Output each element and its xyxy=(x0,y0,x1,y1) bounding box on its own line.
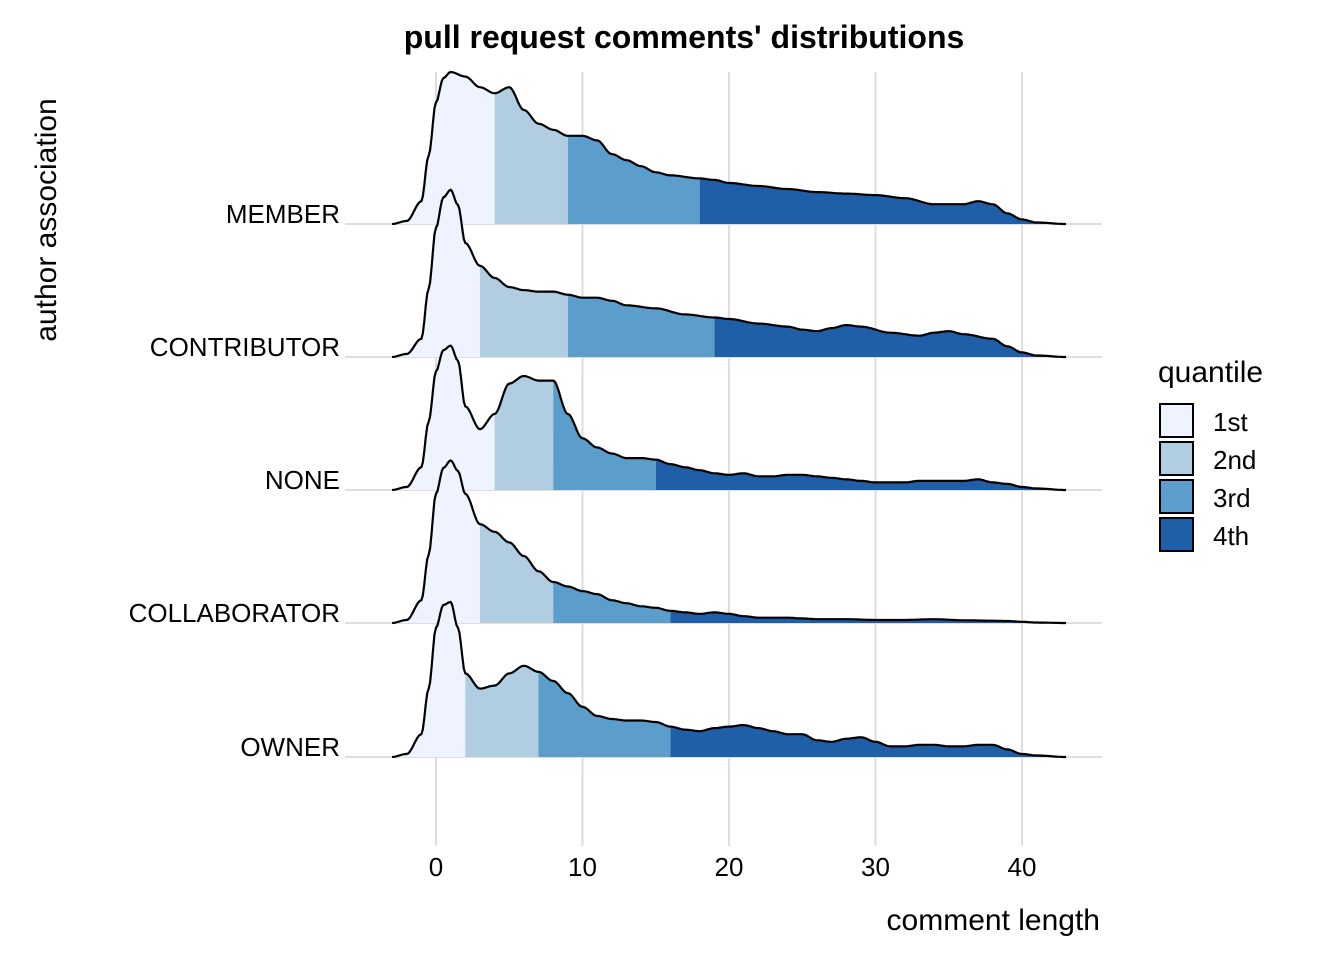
density-outline xyxy=(392,459,1066,625)
x-tick-label: 30 xyxy=(861,852,890,882)
chart-title: pull request comments' distributions xyxy=(404,19,965,55)
y-tick-label: OWNER xyxy=(240,732,340,762)
legend-swatch-1st xyxy=(1159,403,1194,438)
quantile-area-3 xyxy=(567,294,715,357)
quantile-area-2 xyxy=(494,376,554,490)
ridge-contributor xyxy=(392,188,1066,359)
x-tick-label: 0 xyxy=(429,852,443,882)
legend-label: 1st xyxy=(1213,407,1248,437)
y-tick-label: MEMBER xyxy=(226,199,340,229)
y-tick-label: NONE xyxy=(265,465,340,495)
quantile-area-4 xyxy=(670,725,1066,757)
density-outline xyxy=(392,188,1066,359)
legend-swatch-4th xyxy=(1159,517,1194,552)
x-axis-title: comment length xyxy=(887,904,1100,937)
quantile-area-4 xyxy=(655,459,1066,490)
density-outline xyxy=(392,600,1066,759)
legend-label: 4th xyxy=(1213,521,1249,551)
x-tick-label: 40 xyxy=(1008,852,1037,882)
quantile-area-3 xyxy=(553,380,656,490)
quantile-area-3 xyxy=(538,671,671,757)
ridge-collaborator xyxy=(392,459,1066,625)
x-tick-label: 20 xyxy=(715,852,744,882)
quantile-area-2 xyxy=(479,524,554,623)
legend-label: 2nd xyxy=(1213,445,1256,475)
ridge-none xyxy=(392,344,1066,492)
legend-label: 3rd xyxy=(1213,483,1251,513)
y-tick-labels: MEMBER CONTRIBUTOR NONE COLLABORATOR OWNER xyxy=(129,199,340,762)
y-tick-label: COLLABORATOR xyxy=(129,598,340,628)
y-axis-title: author association xyxy=(30,98,63,342)
legend-swatch-2nd xyxy=(1159,441,1194,476)
quantile-area-1 xyxy=(392,345,495,490)
x-tick-label: 10 xyxy=(568,852,597,882)
legend-title: quantile xyxy=(1158,356,1263,389)
x-tick-labels: 0 10 20 30 40 xyxy=(429,852,1037,882)
density-outline xyxy=(392,70,1066,226)
quantile-area-2 xyxy=(494,87,568,224)
quantile-area-3 xyxy=(567,135,700,224)
quantile-area-1 xyxy=(392,460,480,623)
quantile-area-3 xyxy=(553,582,671,623)
quantile-area-4 xyxy=(714,317,1066,357)
quantile-area-1 xyxy=(392,72,495,224)
ridge-owner xyxy=(392,600,1066,759)
legend-swatch-3rd xyxy=(1159,479,1194,514)
legend: quantile 1st 2nd 3rd 4th xyxy=(1158,356,1263,552)
density-outline xyxy=(392,344,1066,492)
quantile-area-1 xyxy=(392,189,480,357)
ridges xyxy=(392,70,1066,759)
ridge-member xyxy=(392,70,1066,226)
quantile-area-2 xyxy=(479,265,568,357)
quantile-area-1 xyxy=(392,602,466,757)
y-tick-label: CONTRIBUTOR xyxy=(150,332,340,362)
quantile-area-4 xyxy=(670,610,1066,623)
